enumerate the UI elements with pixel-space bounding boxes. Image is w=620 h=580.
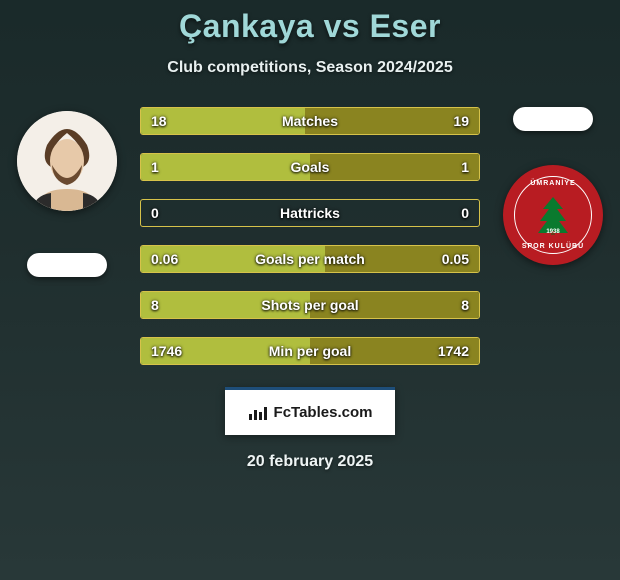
stat-bar: 0 Hattricks 0 (140, 199, 480, 227)
stat-value-right: 0.05 (442, 251, 469, 267)
stat-value-right: 1 (461, 159, 469, 175)
right-club-logo: ÜMRANİYE 1938 SPOR KULÜBÜ (503, 165, 603, 265)
infographic-root: Çankaya vs Eser Club competitions, Seaso… (0, 0, 620, 580)
club-name-top: ÜMRANİYE (530, 180, 575, 187)
stat-value-left: 8 (151, 297, 159, 313)
stats-column: 18 Matches 19 1 Goals 1 0 Hattricks 0 0.06 Goals p… (140, 107, 480, 365)
stat-label: Goals (291, 159, 330, 175)
stat-fill-left (141, 154, 310, 180)
stat-label: Min per goal (269, 343, 351, 359)
right-flag-pill (513, 107, 593, 131)
club-name-bottom: SPOR KULÜBÜ (522, 243, 584, 250)
left-player-col (12, 107, 122, 277)
title: Çankaya vs Eser (179, 8, 441, 45)
stat-label: Goals per match (255, 251, 365, 267)
stat-label: Matches (282, 113, 338, 129)
main-row: 18 Matches 19 1 Goals 1 0 Hattricks 0 0.06 Goals p… (0, 107, 620, 365)
date: 20 february 2025 (247, 453, 373, 471)
stat-bar: 8 Shots per goal 8 (140, 291, 480, 319)
stat-bar: 18 Matches 19 (140, 107, 480, 135)
stat-value-right: 8 (461, 297, 469, 313)
stat-value-left: 0 (151, 205, 159, 221)
right-player-col: ÜMRANİYE 1938 SPOR KULÜBÜ (498, 107, 608, 265)
bars-icon (248, 405, 268, 421)
stat-label: Shots per goal (261, 297, 358, 313)
stat-value-left: 18 (151, 113, 167, 129)
stat-value-left: 0.06 (151, 251, 178, 267)
club-logo-inner: ÜMRANİYE 1938 SPOR KULÜBÜ (514, 176, 592, 254)
left-flag-pill (27, 253, 107, 277)
stat-label: Hattricks (280, 205, 340, 221)
stat-value-right: 1742 (438, 343, 469, 359)
stat-value-left: 1746 (151, 343, 182, 359)
source-badge: FcTables.com (225, 387, 395, 435)
stat-value-right: 0 (461, 205, 469, 221)
subtitle: Club competitions, Season 2024/2025 (167, 59, 452, 77)
club-year: 1938 (546, 229, 559, 235)
stat-value-left: 1 (151, 159, 159, 175)
stat-bar: 1746 Min per goal 1742 (140, 337, 480, 365)
stat-fill-right (310, 154, 479, 180)
stat-bar: 0.06 Goals per match 0.05 (140, 245, 480, 273)
stat-value-right: 19 (453, 113, 469, 129)
source-text: FcTables.com (274, 404, 373, 421)
avatar-placeholder-icon (17, 111, 117, 211)
left-player-avatar (17, 111, 117, 211)
stat-bar: 1 Goals 1 (140, 153, 480, 181)
